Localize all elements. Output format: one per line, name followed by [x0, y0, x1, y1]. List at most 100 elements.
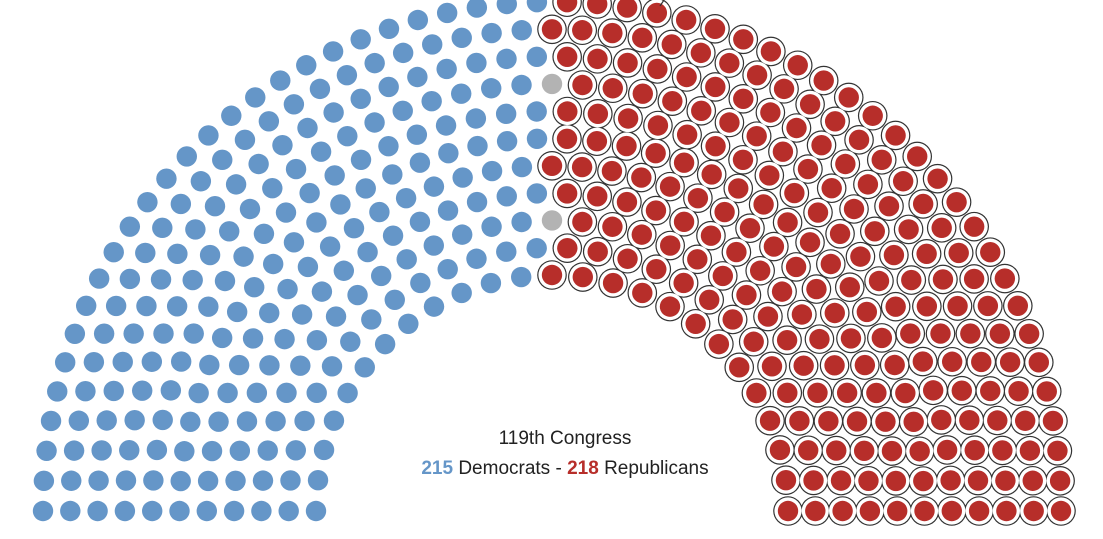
democrats-seat [378, 135, 399, 157]
democrats-seat [166, 296, 188, 317]
democrats-seat [270, 70, 291, 91]
democrats-seat [169, 500, 190, 522]
republicans-seat [875, 411, 896, 432]
republicans-seat [977, 295, 999, 317]
democrat-count: 215 [421, 458, 454, 479]
republicans-seat [931, 217, 952, 239]
democrats-seat [526, 237, 547, 259]
democrats-seat [36, 440, 57, 461]
republicans-seat [732, 149, 754, 170]
democrats-seat [311, 281, 333, 302]
democrats-seat [135, 242, 156, 264]
republicans-seat [646, 259, 667, 280]
republicans-seat [916, 296, 938, 317]
republicans-seat [616, 135, 637, 157]
democrats-seat [242, 328, 264, 349]
democrats-seat [495, 103, 517, 125]
democrats-seat [350, 29, 371, 50]
democrats-seat [481, 216, 502, 237]
democrats-seat [355, 178, 376, 199]
democrats-seat [526, 0, 548, 13]
republicans-seat [807, 382, 828, 403]
republicans-seat [714, 201, 735, 223]
republicans-seat [557, 237, 578, 259]
republicans-seat [941, 500, 962, 522]
democrats-seat [526, 128, 548, 149]
republicans-seat [761, 356, 783, 377]
republicans-seat [930, 323, 951, 344]
republicans-seat [946, 191, 967, 213]
democrats-seat [54, 352, 76, 373]
republicans-seat [830, 470, 852, 491]
republicans-seat [898, 219, 919, 240]
democrats-seat [319, 236, 341, 257]
republicans-seat [704, 18, 726, 40]
republicans-seat [541, 155, 563, 176]
republicans-seat [647, 115, 669, 136]
republicans-seat [907, 146, 928, 167]
democrats-seat [452, 167, 473, 188]
democrats-seat [369, 201, 390, 223]
democrats-seat [119, 440, 140, 461]
republicans-seat [1023, 500, 1044, 522]
democrats-seat [199, 354, 220, 376]
democrats-seat [219, 221, 240, 242]
democrats-seat [407, 9, 429, 31]
republicans-seat [660, 235, 681, 256]
republicans-seat [602, 272, 624, 294]
republicans-seat [729, 357, 750, 378]
democrats-seat [132, 380, 153, 401]
democrats-seat [370, 265, 392, 287]
republicans-seat [967, 470, 989, 491]
republicans-seat [960, 323, 981, 344]
democrats-seat [290, 355, 311, 376]
republicans-seat [691, 100, 712, 122]
democrats-seat [357, 241, 378, 263]
republicans-seat [963, 268, 985, 290]
republicans-seat [995, 470, 1016, 491]
democrats-seat [409, 152, 431, 173]
democrats-seat [32, 500, 54, 522]
democrats-seat [423, 235, 444, 256]
republicans-seat [587, 0, 608, 15]
republicans-seat [571, 156, 593, 178]
democrats-seat [526, 46, 548, 68]
democrats-seat [526, 183, 548, 204]
republicans-seat [616, 0, 638, 18]
republicans-seat [572, 211, 593, 233]
republicans-seat [572, 20, 593, 41]
republicans-seat [617, 52, 638, 74]
democrats-seat [285, 440, 306, 461]
republicans-seat [824, 302, 845, 324]
republicans-seat [775, 470, 797, 491]
democrats-seat [398, 313, 419, 334]
democrats-seat [214, 270, 236, 292]
republicans-seat [901, 269, 922, 291]
democrats-seat [294, 410, 315, 432]
democrats-seat [496, 241, 517, 262]
republicans-seat [895, 382, 916, 404]
republicans-seat [673, 272, 694, 294]
democrats-seat [47, 381, 68, 402]
democrats-seat [160, 380, 182, 401]
democrats-seat [306, 329, 328, 351]
republican-label: Republicans [604, 458, 709, 479]
democrats-seat [437, 259, 458, 280]
republicans-seat [746, 64, 768, 86]
republicans-seat [587, 186, 608, 207]
democrats-seat [354, 357, 375, 378]
republicans-seat [541, 264, 563, 286]
republicans-seat [632, 83, 653, 104]
republicans-seat [848, 129, 870, 151]
republicans-seat [909, 441, 930, 462]
republicans-seat [676, 66, 697, 88]
democrats-seat [141, 351, 163, 372]
democrats-seat [115, 470, 137, 491]
republicans-seat [556, 0, 578, 13]
democrats-seat [277, 278, 298, 300]
republicans-seat [719, 52, 740, 74]
democrats-seat [188, 382, 209, 404]
republicans-seat [541, 19, 563, 40]
republicans-seat [797, 158, 819, 180]
republicans-seat [617, 248, 638, 269]
